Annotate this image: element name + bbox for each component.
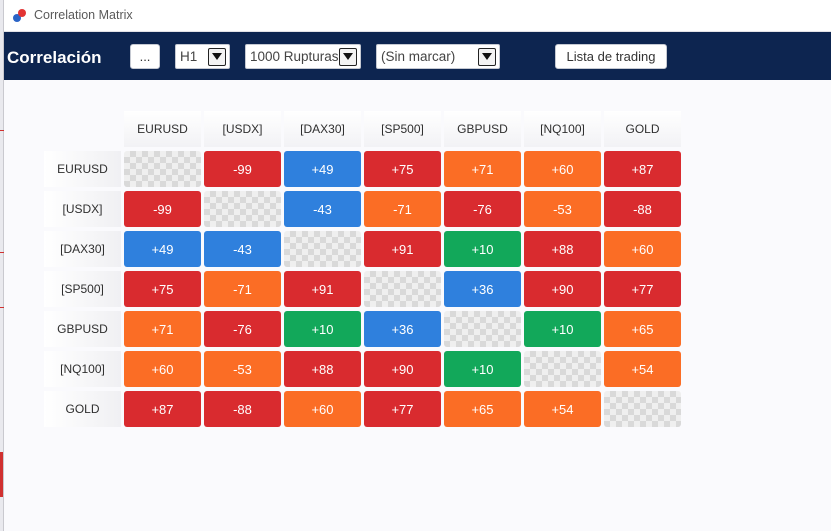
bars-count-select[interactable]: 1000 Rupturas [245,44,361,69]
correlation-cell[interactable]: +60 [604,231,681,267]
correlation-cell[interactable]: -76 [204,311,281,347]
window-left-edge [0,0,4,531]
marker-select[interactable]: (Sin marcar) [376,44,500,69]
edge-marker [0,452,3,497]
correlation-cell[interactable]: +10 [444,351,521,387]
column-header: [USDX] [204,111,281,147]
matrix-cell-diagonal [604,391,681,427]
chevron-down-icon[interactable] [208,47,226,66]
matrix-cell-diagonal [284,231,361,267]
matrix-corner [44,111,121,147]
title-bar[interactable]: Correlation Matrix [4,0,831,32]
matrix-cell-diagonal [204,191,281,227]
correlation-cell[interactable]: -88 [604,191,681,227]
chevron-down-icon[interactable] [339,47,357,66]
row-header: EURUSD [44,151,121,187]
correlation-cell[interactable]: +49 [284,151,361,187]
window-title: Correlation Matrix [34,8,133,22]
trading-list-button[interactable]: Lista de trading [555,44,667,69]
matrix-cell-diagonal [444,311,521,347]
correlation-cell[interactable]: +87 [604,151,681,187]
edge-marker [0,130,4,131]
correlation-cell[interactable]: -76 [444,191,521,227]
correlation-cell[interactable]: +54 [524,391,601,427]
correlation-cell[interactable]: +75 [364,151,441,187]
more-options-button[interactable]: ... [130,44,160,69]
toolbar: Correlación ... H1 1000 Rupturas (Sin ma… [4,32,831,80]
correlation-cell[interactable]: +60 [284,391,361,427]
column-header: [SP500] [364,111,441,147]
marker-value: (Sin marcar) [381,49,456,64]
bars-count-value: 1000 Rupturas [250,49,339,64]
correlation-cell[interactable]: +10 [444,231,521,267]
correlation-cell[interactable]: -71 [204,271,281,307]
correlation-cell[interactable]: +36 [364,311,441,347]
chevron-down-icon[interactable] [478,47,496,66]
two-dot-logo-icon [12,8,28,24]
correlation-cell[interactable]: +54 [604,351,681,387]
correlation-cell[interactable]: +91 [284,271,361,307]
correlation-cell[interactable]: +87 [124,391,201,427]
correlation-cell[interactable]: +49 [124,231,201,267]
column-header: GBPUSD [444,111,521,147]
edge-marker [0,252,4,253]
correlation-cell[interactable]: +77 [604,271,681,307]
correlation-cell[interactable]: +65 [604,311,681,347]
matrix-cell-diagonal [364,271,441,307]
row-header: [SP500] [44,271,121,307]
edge-marker [0,307,4,308]
correlation-cell[interactable]: -88 [204,391,281,427]
correlation-cell[interactable]: +75 [124,271,201,307]
timeframe-select[interactable]: H1 [175,44,230,69]
toolbar-title: Correlación [7,48,102,67]
correlation-cell[interactable]: +10 [284,311,361,347]
matrix-cell-diagonal [124,151,201,187]
correlation-cell[interactable]: +60 [524,151,601,187]
row-header: [DAX30] [44,231,121,267]
row-header: [NQ100] [44,351,121,387]
correlation-cell[interactable]: +88 [524,231,601,267]
correlation-cell[interactable]: -53 [524,191,601,227]
column-header: GOLD [604,111,681,147]
correlation-cell[interactable]: +90 [524,271,601,307]
correlation-cell[interactable]: +36 [444,271,521,307]
correlation-cell[interactable]: +77 [364,391,441,427]
matrix-cell-diagonal [524,351,601,387]
correlation-cell[interactable]: +71 [444,151,521,187]
column-header: [DAX30] [284,111,361,147]
correlation-cell[interactable]: -43 [204,231,281,267]
timeframe-value: H1 [180,49,198,64]
correlation-cell[interactable]: +10 [524,311,601,347]
correlation-cell[interactable]: -99 [204,151,281,187]
correlation-cell[interactable]: -99 [124,191,201,227]
correlation-cell[interactable]: +60 [124,351,201,387]
correlation-cell[interactable]: +90 [364,351,441,387]
row-header: GBPUSD [44,311,121,347]
correlation-cell[interactable]: -43 [284,191,361,227]
column-header: EURUSD [124,111,201,147]
correlation-cell[interactable]: +91 [364,231,441,267]
correlation-cell[interactable]: -53 [204,351,281,387]
correlation-cell[interactable]: -71 [364,191,441,227]
correlation-cell[interactable]: +65 [444,391,521,427]
correlation-cell[interactable]: +71 [124,311,201,347]
correlation-cell[interactable]: +88 [284,351,361,387]
row-header: GOLD [44,391,121,427]
column-header: [NQ100] [524,111,601,147]
matrix-panel: EURUSD [USDX] [DAX30] [SP500] GBPUSD [NQ100] G… [4,80,831,531]
row-header: [USDX] [44,191,121,227]
